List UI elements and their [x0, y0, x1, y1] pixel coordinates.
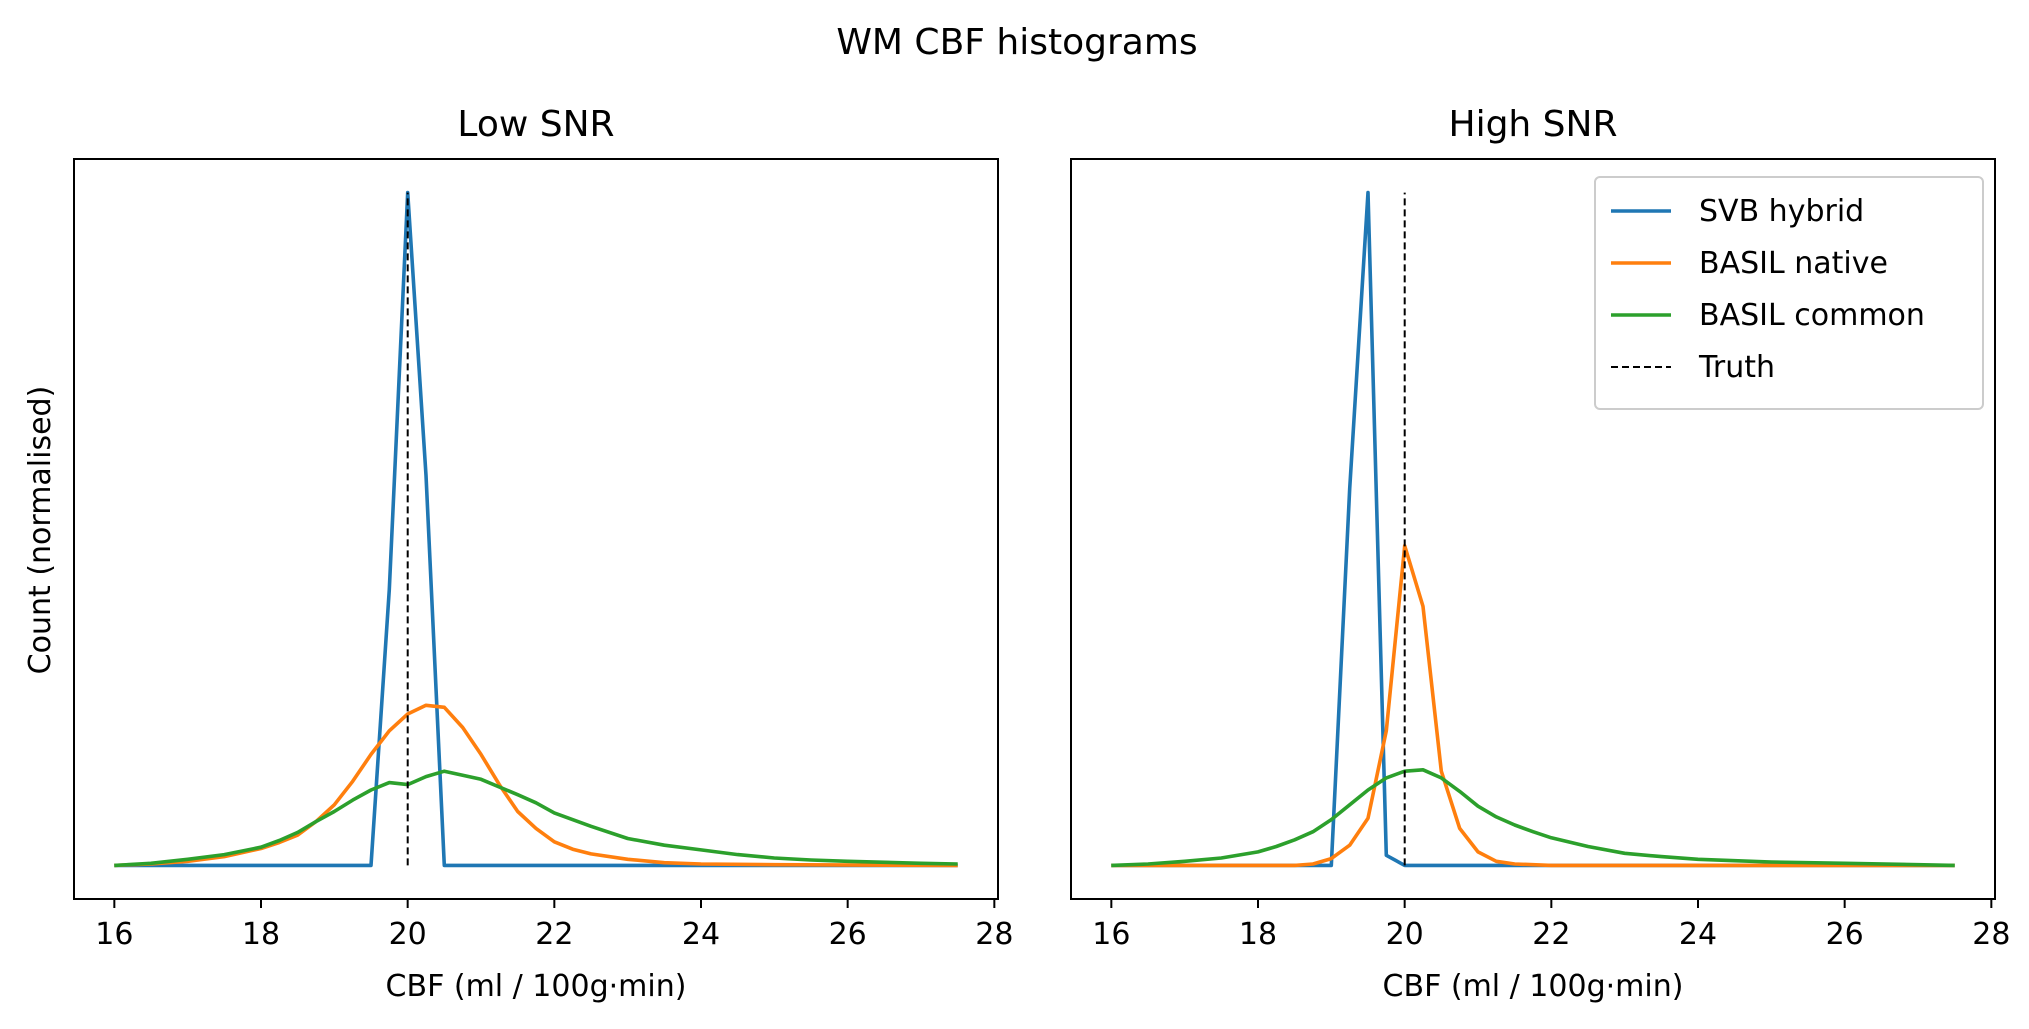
axes-frame: [73, 158, 999, 900]
panel-low-snr: Low SNR CBF (ml / 100g·min) 16 18 20 22 24 26…: [73, 104, 1013, 1004]
series-line-svb-hybrid: [114, 190, 958, 868]
x-tick-label: 22: [1532, 917, 1570, 952]
x-axis-label: CBF (ml / 100g·min): [386, 969, 687, 1004]
figure-title: WM CBF histograms: [836, 22, 1197, 63]
series-line-basil-common: [114, 769, 958, 868]
series-line-basil-native: [114, 703, 958, 868]
x-tick-label: 24: [682, 917, 720, 952]
series-line-basil-common: [1111, 767, 1955, 868]
panel-title: Low SNR: [457, 104, 614, 145]
x-tick-label: 28: [975, 917, 1013, 952]
x-tick-label: 24: [1679, 917, 1717, 952]
x-tick-label: 26: [1826, 917, 1864, 952]
legend-label: BASIL native: [1699, 246, 1888, 281]
series-line-basil-native: [1111, 543, 1955, 868]
x-tick-label: 18: [242, 917, 280, 952]
axes-frame: [1070, 158, 1996, 900]
x-axis-label: CBF (ml / 100g·min): [1383, 969, 1684, 1004]
panel-high-snr: High SNR CBF (ml / 100g·min) 16 18 20 22 24 2…: [1070, 104, 2010, 1004]
x-tick-label: 26: [829, 917, 867, 952]
x-tick-label: 20: [1386, 917, 1424, 952]
legend-box: [1594, 176, 1984, 410]
legend-label: Truth: [1698, 350, 1775, 385]
x-tick-label: 16: [1092, 917, 1130, 952]
x-tick-label: 16: [95, 917, 133, 952]
legend-label: SVB hybrid: [1699, 194, 1864, 229]
legend-label: BASIL common: [1699, 298, 1925, 333]
legend: SVB hybrid BASIL native BASIL common Truth: [1594, 176, 1984, 410]
x-tick-label: 18: [1239, 917, 1277, 952]
x-tick-label: 28: [1972, 917, 2010, 952]
x-tick-label: 20: [389, 917, 427, 952]
panel-title: High SNR: [1449, 104, 1618, 145]
figure-ylabel: Count (normalised): [23, 386, 58, 675]
x-tick-label: 22: [535, 917, 573, 952]
